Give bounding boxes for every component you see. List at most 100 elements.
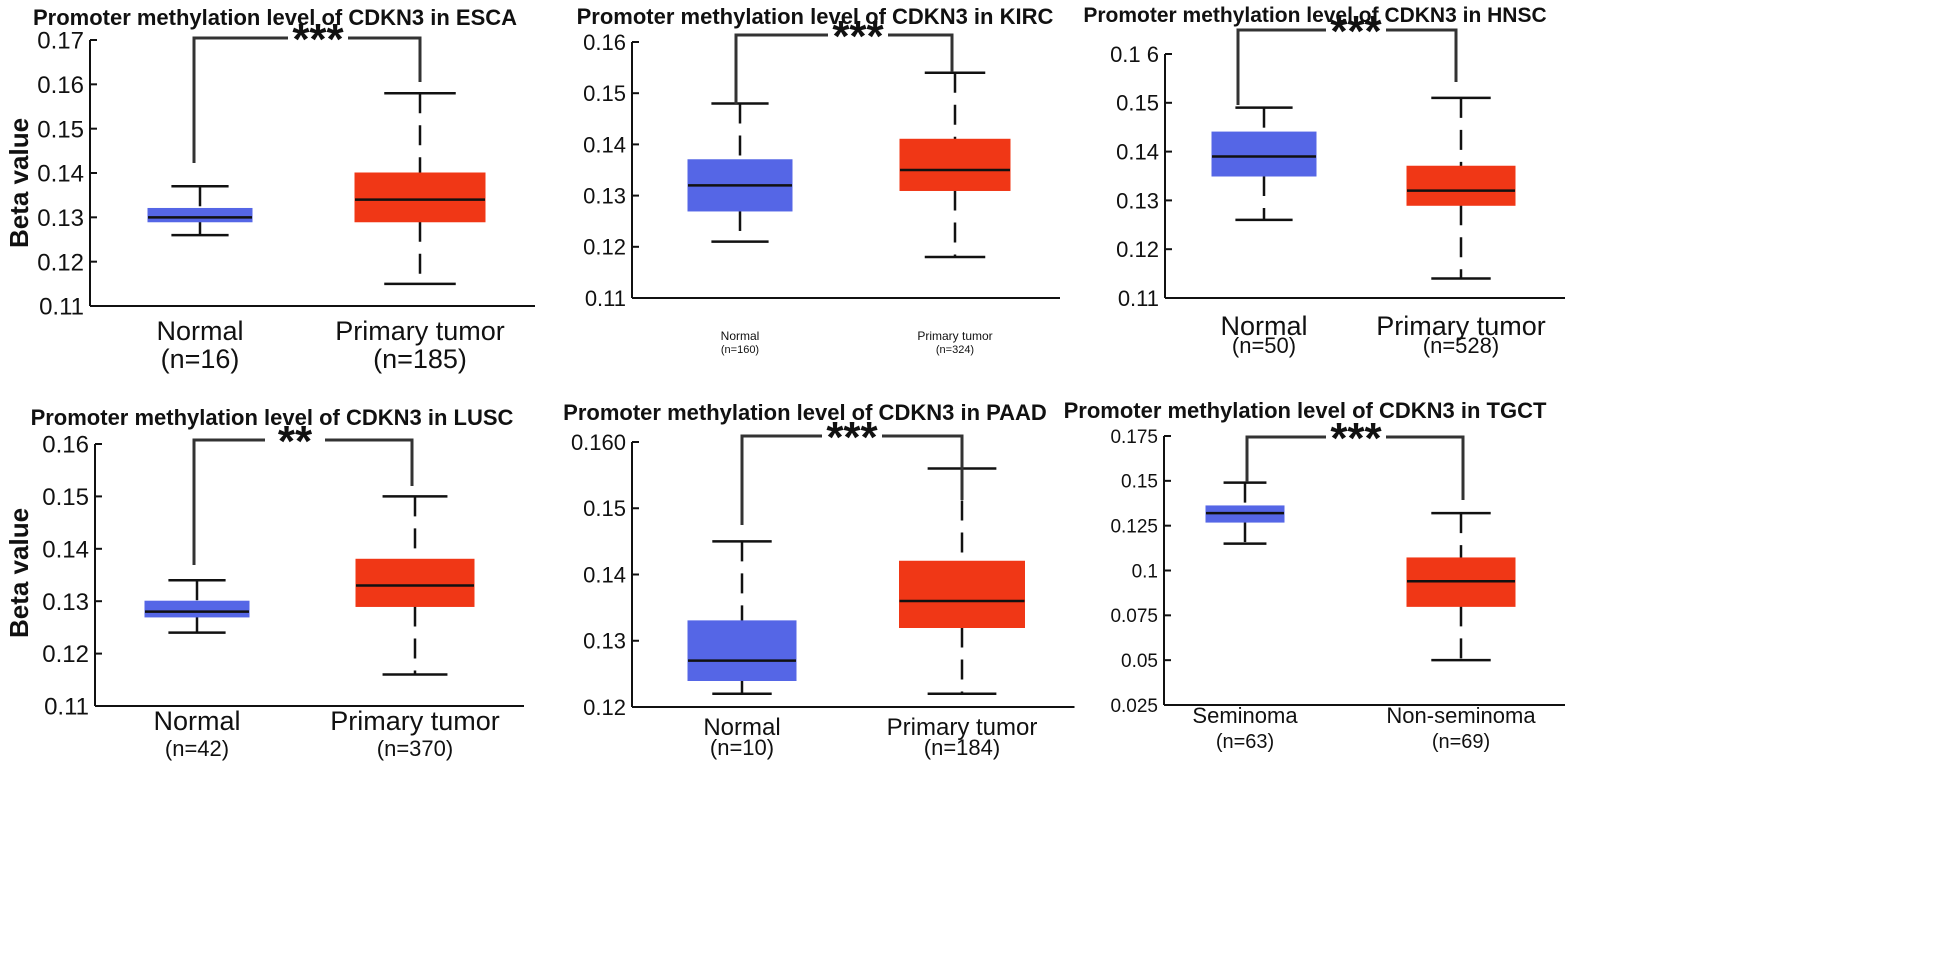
group-count-label: (n=69) xyxy=(1432,731,1490,753)
box-tumor xyxy=(1406,96,1516,280)
y-tick-label: 0.11 xyxy=(44,694,89,721)
significance-stars: *** xyxy=(1330,414,1382,463)
y-tick-label: 0.1 xyxy=(1132,561,1158,582)
group-label: Primary tumor xyxy=(917,329,992,343)
y-tick-label: 0.175 xyxy=(1110,427,1158,448)
group-label: Normal xyxy=(153,706,240,736)
chart-title: Promoter methylation level of CDKN3 in E… xyxy=(33,5,517,30)
y-tick-label: 0.125 xyxy=(1110,517,1158,538)
y-tick-label: 0.025 xyxy=(1110,696,1158,717)
chart-panel-3: Promoter methylation level of CDKN3 in H… xyxy=(1083,4,1565,358)
group-count-label: (n=42) xyxy=(165,736,229,761)
y-tick-label: 0.12 xyxy=(42,641,89,668)
group-label: Normal xyxy=(703,714,780,741)
box-normal xyxy=(687,540,797,695)
group-count-label: (n=528) xyxy=(1423,333,1499,358)
significance-stars: *** xyxy=(826,413,878,462)
y-axis-label: Beta value xyxy=(4,508,34,638)
y-tick-label: 0.12 xyxy=(1116,237,1159,262)
box-tumor xyxy=(1406,511,1516,662)
iqr-box xyxy=(355,558,475,607)
iqr-box xyxy=(144,600,250,618)
y-tick-label: 0.14 xyxy=(1116,140,1159,165)
significance-stars: *** xyxy=(1330,7,1382,56)
box-tumor xyxy=(355,495,475,676)
group-count-label: (n=324) xyxy=(936,344,974,356)
y-tick-label: 0.16 xyxy=(583,30,626,55)
box-tumor xyxy=(899,467,1025,695)
chart-title: Promoter methylation level of CDKN3 in T… xyxy=(1064,398,1547,423)
box-tumor xyxy=(354,91,486,286)
y-tick-label: 0.1 6 xyxy=(1110,42,1159,67)
y-tick-label: 0.16 xyxy=(42,432,89,459)
y-tick-label: 0.15 xyxy=(42,484,89,511)
significance-stars: *** xyxy=(292,15,344,64)
group-label: Primary tumor xyxy=(330,706,500,736)
group-label: Non-seminoma xyxy=(1386,703,1536,728)
group-label: Primary tumor xyxy=(335,316,505,346)
iqr-box xyxy=(899,138,1011,191)
y-tick-label: 0.075 xyxy=(1110,606,1158,627)
box-normal xyxy=(144,578,250,634)
y-tick-label: 0.12 xyxy=(583,695,626,720)
significance-bracket xyxy=(1236,28,1458,105)
iqr-box xyxy=(899,560,1025,628)
chart-panel-2: Promoter methylation level of CDKN3 in K… xyxy=(577,4,1060,356)
box-normal xyxy=(1211,106,1317,222)
chart-panel-6: Promoter methylation level of CDKN3 in T… xyxy=(1064,398,1565,753)
y-tick-label: 0.11 xyxy=(1118,286,1159,311)
y-tick-label: 0.11 xyxy=(39,294,84,321)
box-normal xyxy=(1205,481,1285,545)
chart-title: Promoter methylation level of CDKN3 in L… xyxy=(31,405,514,430)
significance-bracket xyxy=(740,434,964,525)
box-tumor xyxy=(899,71,1011,259)
y-tick-label: 0.15 xyxy=(1116,91,1159,116)
chart-title: Promoter methylation level of CDKN3 in H… xyxy=(1083,4,1546,27)
chart-panel-1: Promoter methylation level of CDKN3 in E… xyxy=(4,5,535,374)
chart-panel-5: Promoter methylation level of CDKN3 in P… xyxy=(563,400,1075,760)
y-tick-label: 0.14 xyxy=(583,562,626,587)
significance-stars: *** xyxy=(832,12,884,61)
box-normal xyxy=(147,185,253,237)
y-tick-label: 0.13 xyxy=(583,629,626,654)
group-count-label: (n=16) xyxy=(161,344,240,374)
group-label: Primary tumor xyxy=(1376,311,1546,341)
iqr-box xyxy=(147,207,253,223)
y-tick-label: 0.17 xyxy=(37,28,84,55)
y-tick-label: 0.13 xyxy=(42,589,89,616)
chart-title: Promoter methylation level of CDKN3 in P… xyxy=(563,400,1047,425)
group-label: Normal xyxy=(721,329,760,343)
y-tick-label: 0.14 xyxy=(583,132,626,157)
box-normal xyxy=(687,102,793,243)
y-tick-label: 0.13 xyxy=(1116,188,1159,213)
group-label: Seminoma xyxy=(1192,703,1298,728)
y-tick-label: 0.12 xyxy=(37,249,84,276)
group-count-label: (n=63) xyxy=(1216,731,1274,753)
significance-bracket xyxy=(192,36,422,163)
y-tick-label: 0.160 xyxy=(571,430,626,455)
group-count-label: (n=10) xyxy=(710,735,774,760)
y-tick-label: 0.05 xyxy=(1121,651,1158,672)
y-tick-label: 0.12 xyxy=(583,235,626,260)
group-count-label: (n=185) xyxy=(373,344,467,374)
y-tick-label: 0.15 xyxy=(583,496,626,521)
group-count-label: (n=370) xyxy=(377,736,453,761)
y-tick-label: 0.13 xyxy=(37,205,84,232)
y-tick-label: 0.15 xyxy=(583,81,626,106)
group-count-label: (n=50) xyxy=(1232,333,1296,358)
y-tick-label: 0.11 xyxy=(585,286,626,311)
y-tick-label: 0.14 xyxy=(42,536,89,563)
y-tick-label: 0.15 xyxy=(1121,472,1158,493)
y-tick-label: 0.15 xyxy=(37,116,84,143)
chart-panel-4: Promoter methylation level of CDKN3 in L… xyxy=(4,405,524,761)
chart-title: Promoter methylation level of CDKN3 in K… xyxy=(577,4,1054,29)
group-count-label: (n=160) xyxy=(721,344,759,356)
group-count-label: (n=184) xyxy=(924,735,1000,760)
y-tick-label: 0.16 xyxy=(37,72,84,99)
iqr-box xyxy=(1406,165,1516,206)
significance-bracket xyxy=(192,438,414,565)
group-label: Primary tumor xyxy=(887,714,1038,741)
y-axis-label: Beta value xyxy=(4,118,34,248)
iqr-box xyxy=(687,620,797,681)
